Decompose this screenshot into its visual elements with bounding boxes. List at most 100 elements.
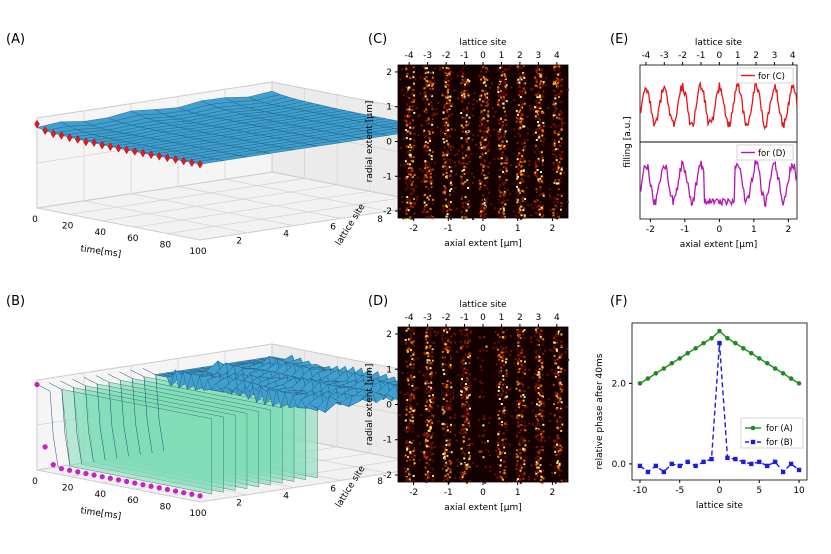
y-tick-label: 0: [386, 401, 392, 411]
heatmap-pixel: [520, 336, 523, 339]
heatmap-pixel: [501, 443, 504, 446]
heatmap-pixel: [449, 145, 452, 148]
heatmap-pixel: [540, 121, 542, 124]
heatmap-pixel: [561, 423, 564, 426]
heatmap-pixel: [447, 346, 450, 348]
heatmap-pixel: [549, 196, 552, 199]
heatmap-pixel: [497, 138, 500, 141]
heatmap-pixel: [480, 89, 483, 92]
heatmap-pixel: [448, 158, 450, 161]
heatmap-pixel: [446, 110, 449, 113]
heatmap-pixel: [506, 423, 509, 426]
heatmap-pixel: [409, 100, 412, 103]
heatmap-pixel: [406, 459, 408, 462]
heatmap-pixel: [412, 66, 415, 69]
heatmap-pixel: [405, 129, 408, 132]
heatmap-pixel: [516, 463, 519, 466]
heatmap-pixel: [412, 343, 415, 346]
heatmap-pixel: [486, 176, 489, 179]
heatmap-pixel: [554, 415, 556, 418]
heatmap-pixel: [409, 399, 412, 402]
data-point: [669, 461, 674, 467]
heatmap-pixel: [411, 480, 414, 482]
heatmap-pixel: [461, 90, 464, 93]
heatmap-pixel: [413, 413, 416, 416]
heatmap-pixel: [405, 145, 408, 148]
legend-box: [736, 67, 794, 84]
heatmap-pixel: [425, 401, 428, 403]
heatmap-pixel: [518, 192, 521, 194]
heatmap-pixel: [503, 215, 506, 218]
heatmap-pixel: [450, 423, 452, 426]
heatmap-pixel: [479, 365, 482, 368]
heatmap-pixel: [452, 395, 455, 398]
heatmap-pixel: [426, 435, 429, 438]
heatmap-pixel: [523, 139, 526, 142]
heatmap-pixel: [425, 149, 428, 152]
x-tick-label: 0: [480, 224, 486, 234]
heatmap-pixel: [444, 446, 447, 449]
data-marker: [75, 469, 81, 475]
heatmap-pixel: [522, 170, 525, 172]
heatmap-pixel: [486, 78, 489, 81]
heatmap-pixel: [560, 367, 563, 370]
heatmap-pixel: [407, 150, 410, 153]
heatmap-pixel: [504, 194, 507, 196]
heatmap-pixel: [560, 344, 563, 347]
heatmap-pixel: [560, 390, 563, 393]
heatmap-pixel: [498, 372, 501, 375]
heatmap-pixel: [520, 214, 523, 217]
heatmap-pixel: [425, 462, 428, 464]
heatmap-pixel: [504, 69, 507, 72]
heatmap-pixel: [504, 115, 507, 117]
heatmap-pixel: [520, 395, 522, 398]
heatmap-pixel: [505, 386, 508, 389]
heatmap-pixel: [513, 99, 516, 101]
heatmap-pixel: [427, 71, 430, 74]
heatmap-pixel: [441, 327, 444, 330]
heatmap-pixel: [541, 366, 544, 369]
heatmap-pixel: [494, 110, 497, 113]
heatmap-pixel: [537, 398, 539, 401]
heatmap-pixel: [502, 207, 505, 210]
heatmap-pixel: [518, 337, 520, 340]
heatmap-pixel: [518, 417, 520, 420]
y-tick-label: -2: [383, 471, 392, 481]
heatmap-pixel: [447, 208, 450, 211]
heatmap-pixel: [515, 165, 518, 168]
heatmap-pixel: [430, 419, 433, 422]
heatmap-pixel: [405, 405, 408, 408]
heatmap-pixel: [560, 416, 563, 419]
heatmap-pixel: [481, 112, 484, 115]
heatmap-pixel: [445, 121, 448, 124]
heatmap-pixel: [466, 444, 469, 447]
heatmap-pixel: [556, 82, 559, 85]
heatmap-pixel: [466, 466, 469, 468]
heatmap-pixel: [449, 129, 452, 132]
heatmap-pixel: [561, 112, 563, 115]
heatmap-pixel: [442, 203, 445, 206]
heatmap-pixel: [523, 406, 526, 408]
heatmap-pixel: [523, 363, 526, 366]
heatmap-pixel: [409, 143, 412, 146]
heatmap-pixel: [447, 201, 450, 204]
heatmap-pixel: [480, 128, 483, 131]
heatmap-pixel: [539, 359, 542, 361]
heatmap-pixel: [534, 425, 537, 428]
heatmap-pixel: [534, 150, 536, 153]
heatmap-pixel: [409, 202, 412, 205]
data-marker: [75, 135, 81, 144]
heatmap-pixel: [462, 356, 465, 359]
heatmap-pixel: [465, 481, 468, 484]
heatmap-pixel: [409, 419, 412, 422]
heatmap-pixel: [500, 154, 503, 157]
heatmap-pixel: [520, 181, 523, 184]
top-tick-label: 4: [790, 51, 796, 61]
heatmap-pixel: [558, 138, 561, 141]
heatmap-pixel: [424, 420, 427, 423]
heatmap-pixel: [419, 167, 422, 170]
heatmap-pixel: [456, 153, 459, 156]
x-tick-label: 40: [94, 228, 106, 238]
heatmap-pixel: [424, 134, 427, 137]
heatmap-pixel: [484, 134, 487, 137]
